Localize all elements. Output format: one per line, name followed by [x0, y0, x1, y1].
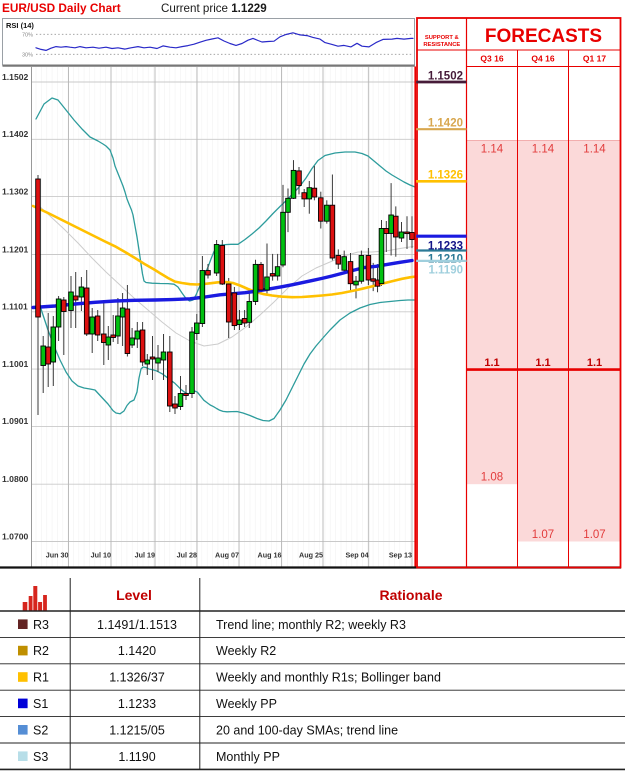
svg-text:Q1 17: Q1 17: [583, 54, 606, 64]
svg-text:S2: S2: [33, 723, 48, 737]
svg-text:Sep 04: Sep 04: [346, 551, 369, 560]
svg-text:1.1502: 1.1502: [428, 71, 463, 83]
svg-text:1.1326/37: 1.1326/37: [109, 671, 165, 685]
svg-text:RESISTANCE: RESISTANCE: [423, 42, 460, 48]
svg-text:1.1402: 1.1402: [2, 129, 29, 139]
svg-text:1.1233: 1.1233: [118, 697, 156, 711]
svg-text:1.1190: 1.1190: [428, 265, 463, 277]
svg-text:1.1101: 1.1101: [2, 302, 28, 312]
svg-text:Weekly R2: Weekly R2: [216, 644, 276, 658]
svg-text:Current price 1.1229: Current price 1.1229: [161, 2, 267, 15]
svg-text:Aug 25: Aug 25: [299, 551, 323, 560]
svg-text:1.0800: 1.0800: [2, 474, 29, 484]
svg-text:1.1190: 1.1190: [118, 750, 155, 764]
svg-text:Weekly PP: Weekly PP: [216, 697, 277, 711]
svg-text:Trend line; monthly R2; weekly: Trend line; monthly R2; weekly R3: [216, 618, 406, 632]
svg-text:Jun 30: Jun 30: [46, 551, 69, 560]
svg-text:Jul 19: Jul 19: [135, 551, 155, 560]
svg-text:1.0700: 1.0700: [2, 531, 29, 541]
svg-text:1.1326: 1.1326: [428, 170, 463, 182]
svg-text:Weekly and monthly R1s; Bollin: Weekly and monthly R1s; Bollinger band: [216, 671, 441, 685]
svg-text:RSI (14): RSI (14): [6, 21, 34, 30]
svg-text:1.0901: 1.0901: [2, 416, 29, 426]
svg-text:Aug 07: Aug 07: [215, 551, 239, 560]
svg-text:1.14: 1.14: [532, 143, 555, 155]
svg-text:1.1502: 1.1502: [2, 72, 29, 82]
svg-text:1.1420: 1.1420: [118, 644, 156, 658]
svg-text:1.1001: 1.1001: [2, 359, 29, 369]
svg-text:1.1: 1.1: [587, 357, 602, 369]
svg-text:20 and 100-day SMAs; trend lin: 20 and 100-day SMAs; trend line: [216, 723, 398, 737]
svg-text:Rationale: Rationale: [379, 587, 442, 603]
svg-text:Level: Level: [116, 587, 152, 603]
svg-text:Jul 10: Jul 10: [91, 551, 111, 560]
svg-text:1.07: 1.07: [583, 529, 605, 541]
svg-text:1.1: 1.1: [484, 357, 499, 369]
svg-text:1.1: 1.1: [535, 357, 550, 369]
svg-text:1.1491/1.1513: 1.1491/1.1513: [97, 618, 177, 632]
svg-text:70%: 70%: [22, 33, 33, 39]
svg-text:1.1201: 1.1201: [2, 244, 29, 254]
svg-text:SUPPORT &: SUPPORT &: [425, 35, 459, 41]
svg-text:R2: R2: [33, 644, 49, 658]
svg-text:FORECASTS: FORECASTS: [485, 26, 602, 47]
svg-text:Jul 28: Jul 28: [177, 551, 197, 560]
svg-text:1.07: 1.07: [532, 529, 554, 541]
svg-text:1.1215/05: 1.1215/05: [109, 723, 165, 737]
svg-text:EUR/USD Daily Chart: EUR/USD Daily Chart: [2, 1, 121, 15]
svg-text:Monthly PP: Monthly PP: [216, 750, 280, 764]
svg-text:1.14: 1.14: [481, 143, 504, 155]
svg-text:Sep 13: Sep 13: [389, 551, 412, 560]
svg-text:Q3 16: Q3 16: [480, 54, 503, 64]
svg-text:30%: 30%: [22, 53, 33, 59]
svg-text:S1: S1: [33, 697, 48, 711]
svg-text:1.14: 1.14: [583, 143, 606, 155]
svg-text:Aug 16: Aug 16: [258, 551, 282, 560]
svg-text:R1: R1: [33, 671, 49, 685]
svg-text:S3: S3: [33, 750, 48, 764]
svg-text:1.1302: 1.1302: [2, 186, 29, 196]
svg-text:R3: R3: [33, 618, 49, 632]
svg-text:1.1210: 1.1210: [428, 254, 463, 266]
svg-text:Q4 16: Q4 16: [531, 54, 554, 64]
svg-text:1.1420: 1.1420: [428, 118, 463, 130]
svg-text:1.08: 1.08: [481, 472, 503, 484]
